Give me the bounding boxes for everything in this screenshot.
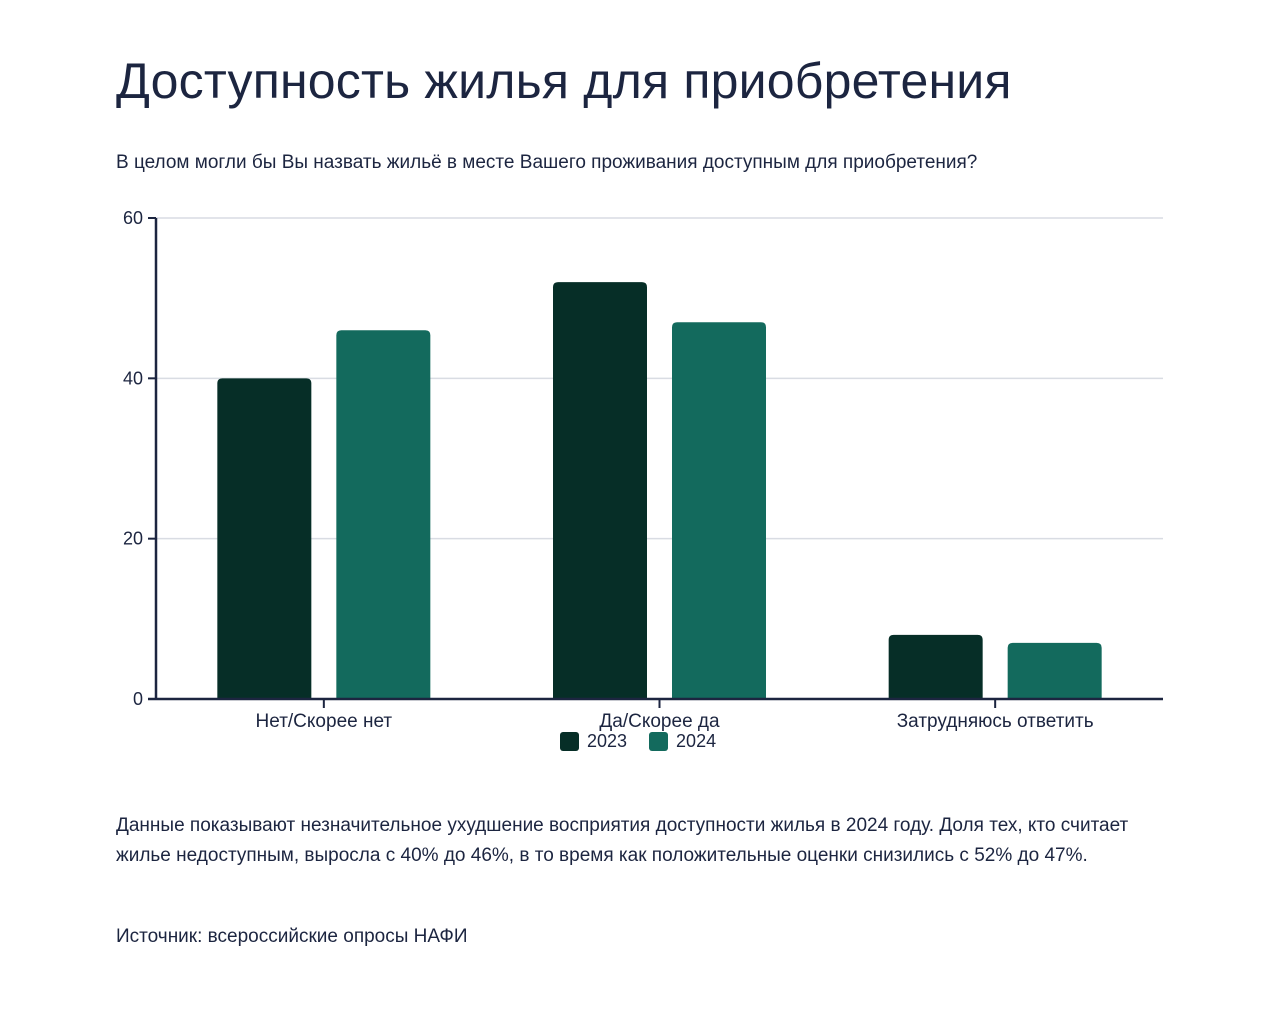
bar-2023-1[interactable] [217,378,312,699]
page-title: Доступность жилья для приобретения [116,53,1012,109]
bars-layer [217,282,1102,699]
y-tick-label-60: 60 [123,208,143,228]
legend-swatch-2023 [560,732,579,751]
bar-2024-1[interactable] [336,330,431,699]
legend-label-2023: 2023 [587,731,628,751]
legend-swatch-2024 [649,732,669,751]
source-note: Источник: всероссийские опросы НАФИ [116,926,468,947]
bar-2024-2[interactable] [672,322,766,699]
ticks-layer: 0 20 40 60 [123,208,997,709]
chart-description: Данные показывают незначительное ухудшен… [116,815,1129,866]
y-tick-label-40: 40 [123,368,143,388]
x-tick-label-3: Затрудняюсь ответить [897,711,1094,732]
y-tick-label-20: 20 [123,529,143,549]
axis-layer [148,218,1163,701]
legend-item-2023[interactable]: 2023 [560,731,627,752]
chart-subtitle: В целом могли бы Вы назвать жильё в мест… [116,152,978,173]
bar-chart: 0 20 40 60 Нет/Скорее нет Да/Скорее да Затруд… [123,208,1163,732]
grid-layer [156,217,1163,540]
category-labels-layer: Нет/Скорее нет Да/Скорее да Затрудняюсь от… [256,711,1094,732]
legend-label-2024: 2024 [676,731,717,751]
x-tick-label-1: Нет/Скорее нет [256,711,393,732]
y-tick-label-0: 0 [133,689,143,709]
chart-legend: 2023 2024 [560,731,716,752]
bar-2024-3[interactable] [1007,642,1102,699]
legend-item-2024[interactable]: 2024 [649,731,716,752]
x-tick-label-2: Да/Скорее да [599,711,720,732]
bar-2023-2[interactable] [553,282,647,699]
bar-2023-3[interactable] [888,634,983,699]
